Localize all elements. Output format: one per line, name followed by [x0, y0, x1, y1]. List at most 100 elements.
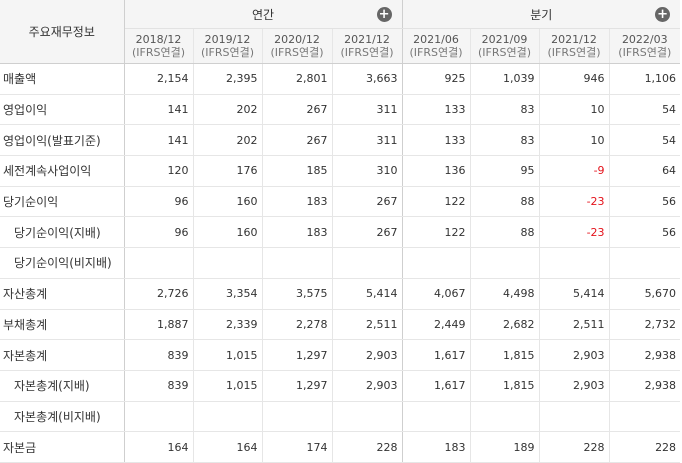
- value-cell: 4,067: [401, 278, 471, 310]
- value-cell: 96: [123, 186, 193, 218]
- value-cell: 2,726: [123, 278, 193, 310]
- value-cell: 839: [123, 370, 193, 402]
- value-cell: 164: [123, 431, 193, 463]
- table-row: 매출액 2,154 2,395 2,801 3,663 925 1,039 946 1,106: [0, 63, 681, 95]
- value-cell: 183: [261, 186, 332, 218]
- period-basis: (IFRS연결): [618, 46, 672, 59]
- value-cell: 202: [192, 124, 262, 157]
- table-row: 당기순이익(지배) 96 160 183 267 122 88 -23 56: [0, 216, 681, 249]
- value-cell: [469, 401, 540, 433]
- value-cell: 1,815: [469, 370, 540, 402]
- value-cell: [469, 247, 540, 279]
- value-cell: 2,938: [608, 339, 681, 371]
- table-row: 자본총계 839 1,015 1,297 2,903 1,617 1,815 2,903 2,9…: [0, 339, 681, 371]
- value-cell: [331, 247, 403, 279]
- value-cell: [331, 401, 403, 433]
- period-basis: (IFRS연결): [547, 46, 601, 59]
- period-basis: (IFRS연결): [200, 46, 255, 59]
- value-cell: 141: [123, 124, 193, 157]
- value-cell: [608, 247, 681, 279]
- value-cell: 176: [192, 155, 262, 187]
- value-cell: 1,015: [192, 370, 262, 402]
- value-cell: 839: [123, 339, 193, 371]
- row-label: 자산총계: [0, 278, 125, 310]
- period-header-7: 2022/03 (IFRS연결): [608, 28, 681, 64]
- value-cell: 2,938: [608, 370, 681, 402]
- value-cell: [261, 401, 332, 433]
- value-cell: 3,575: [261, 278, 332, 310]
- group-quarter-label: 분기: [530, 7, 553, 22]
- value-cell: 160: [192, 186, 262, 218]
- value-cell: 2,395: [192, 63, 262, 95]
- table-row: 자산총계 2,726 3,354 3,575 5,414 4,067 4,498 5,414 5…: [0, 278, 681, 310]
- table-row: 자본총계(지배) 839 1,015 1,297 2,903 1,617 1,815 2,90…: [0, 370, 681, 402]
- value-cell: 2,449: [401, 309, 471, 341]
- table-row: 영업이익 141 202 267 311 133 83 10 54: [0, 94, 681, 126]
- row-label: 세전계속사업이익: [0, 155, 125, 187]
- value-cell: 141: [123, 94, 193, 126]
- value-cell: 10: [538, 124, 610, 157]
- expand-annual-plus-icon[interactable]: +: [376, 7, 392, 22]
- value-cell: 2,154: [123, 63, 193, 95]
- period-date: 2018/12: [135, 33, 182, 46]
- period-date: 2020/12: [274, 33, 320, 46]
- value-cell: [401, 401, 471, 433]
- value-cell: 2,511: [331, 309, 403, 341]
- value-cell: 122: [401, 186, 471, 218]
- table-row: 당기순이익 96 160 183 267 122 88 -23 56: [0, 186, 681, 218]
- corner-label: 주요재무정보: [0, 0, 125, 64]
- value-cell: 5,414: [331, 278, 403, 310]
- value-cell: 228: [608, 431, 681, 463]
- row-label: 자본금: [0, 431, 125, 463]
- value-cell: 56: [608, 216, 681, 249]
- period-header-5: 2021/09 (IFRS연결): [469, 28, 540, 64]
- row-label: 당기순이익(비지배): [0, 247, 125, 279]
- value-cell: 1,039: [469, 63, 540, 95]
- value-cell: 96: [123, 216, 193, 249]
- value-cell: [401, 247, 471, 279]
- period-basis: (IFRS연결): [270, 46, 324, 59]
- value-cell: 120: [123, 155, 193, 187]
- value-cell: 88: [469, 186, 540, 218]
- expand-quarter-plus-icon[interactable]: +: [655, 7, 671, 22]
- value-cell: [538, 401, 610, 433]
- value-cell: 1,617: [401, 339, 471, 371]
- value-cell: [192, 401, 262, 433]
- value-cell: 83: [469, 124, 540, 157]
- period-header-3: 2021/12 (IFRS연결): [331, 28, 403, 64]
- period-date: 2021/12: [551, 33, 597, 46]
- period-header-4: 2021/06 (IFRS연결): [401, 28, 471, 64]
- value-cell: 228: [331, 431, 403, 463]
- value-cell: 174: [261, 431, 332, 463]
- value-cell: [123, 401, 193, 433]
- value-cell: -23: [538, 186, 610, 218]
- period-date: 2019/12: [204, 33, 251, 46]
- period-basis: (IFRS연결): [340, 46, 394, 59]
- row-label: 영업이익(발표기준): [0, 124, 125, 157]
- table-row: 세전계속사업이익 120 176 185 310 136 95 -9 64: [0, 155, 681, 187]
- value-cell: 2,903: [538, 370, 610, 402]
- value-cell: 160: [192, 216, 262, 249]
- value-cell: 2,339: [192, 309, 262, 341]
- value-cell: 83: [469, 94, 540, 126]
- value-cell: [123, 247, 193, 279]
- value-cell: 267: [331, 186, 403, 218]
- value-cell: 311: [331, 124, 403, 157]
- value-cell: 1,815: [469, 339, 540, 371]
- value-cell: 10: [538, 94, 610, 126]
- value-cell: 183: [261, 216, 332, 249]
- value-cell: 2,801: [261, 63, 332, 95]
- table-row: 부채총계 1,887 2,339 2,278 2,511 2,449 2,682 2,511 2…: [0, 309, 681, 341]
- period-date: 2021/06: [413, 33, 459, 46]
- period-basis: (IFRS연결): [409, 46, 463, 59]
- value-cell: 3,663: [331, 63, 403, 95]
- table-row: 자본총계(비지배): [0, 401, 681, 433]
- period-basis: (IFRS연결): [131, 46, 186, 59]
- value-cell: 54: [608, 124, 681, 157]
- value-cell: 5,670: [608, 278, 681, 310]
- group-quarter: 분기 +: [402, 0, 681, 29]
- period-header-0: 2018/12 (IFRS연결): [124, 28, 193, 64]
- table-row: 자본금 164 164 174 228 183 189 228 228: [0, 431, 681, 463]
- value-cell: 95: [469, 155, 540, 187]
- value-cell: 4,498: [469, 278, 540, 310]
